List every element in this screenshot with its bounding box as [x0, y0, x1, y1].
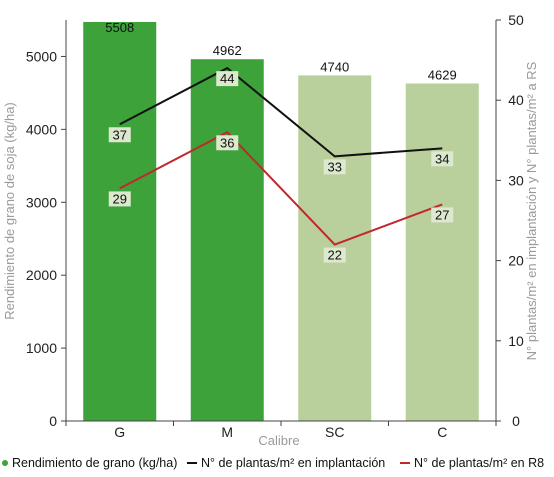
legend-label-yield: Rendimiento de grano (kg/ha) [12, 456, 178, 470]
point-label: 33 [323, 159, 346, 175]
point-label-text: 44 [220, 71, 234, 86]
bar-c [405, 83, 479, 421]
bar-value-label: 4740 [320, 59, 349, 74]
legend-dot-icon [2, 460, 8, 466]
y2-tick-label: 30 [508, 172, 524, 188]
bar-value-label: 4629 [428, 68, 457, 83]
labels-layer: 5508 4962 4740 4629 37 44 33 34 29 36 22 27 [105, 20, 457, 263]
legend: Rendimiento de grano (kg/ha) N° de plant… [0, 456, 554, 476]
x-tick-label: C [437, 424, 447, 440]
point-label-text: 22 [328, 248, 342, 263]
x-tick-label: G [114, 424, 125, 440]
y-tick-label: 2000 [26, 267, 57, 283]
point-label: 22 [323, 247, 346, 263]
legend-item-implantation: N° de plantas/m² en implantación [187, 456, 385, 470]
point-label-text: 36 [220, 135, 234, 150]
y-axis-label: Rendimiento de grano de soja (kg/ha) [2, 102, 17, 320]
point-label-bg [323, 159, 346, 175]
y2-tick-label: 50 [508, 12, 524, 28]
point-label: 34 [431, 151, 454, 167]
y-tick-label: 1000 [26, 340, 57, 356]
y-tick-label: 5000 [26, 48, 57, 64]
point-label-bg [431, 151, 454, 167]
y2-tick-label: 0 [512, 413, 520, 429]
point-label-text: 34 [435, 151, 449, 166]
legend-label-r8: N° de plantas/m² en R8 [414, 456, 545, 470]
y2-tick-label: 10 [508, 333, 524, 349]
point-label-bg [216, 71, 239, 87]
series-line-1 [119, 131, 443, 246]
x-tick-label: M [221, 424, 233, 440]
y2-axis-label: N° plantas/m² en implantación y N° plant… [524, 61, 539, 360]
bar-m [190, 59, 264, 421]
bar-value-label: 5508 [105, 20, 134, 35]
y2-tick-label: 20 [508, 253, 524, 269]
y-tick-label: 4000 [26, 121, 57, 137]
point-label-bg [216, 135, 239, 151]
point-label-bg [323, 247, 346, 263]
y-tick-label: 3000 [26, 194, 57, 210]
x-axis-label: Calibre [258, 433, 299, 448]
x-tick-label: SC [325, 424, 344, 440]
lines-layer [119, 66, 443, 246]
point-label-text: 29 [113, 191, 127, 206]
legend-label-implantation: N° de plantas/m² en implantación [201, 456, 386, 470]
bar-value-label: 4962 [213, 43, 242, 58]
y-tick-label: 0 [49, 413, 57, 429]
legend-item-r8: N° de plantas/m² en R8 [400, 456, 544, 470]
legend-line-icon [187, 462, 197, 464]
bars-layer [83, 22, 479, 421]
point-label-bg [108, 127, 131, 143]
bar-g [83, 22, 157, 421]
point-label: 29 [108, 191, 131, 207]
point-label-text: 27 [435, 207, 449, 222]
point-label-bg [431, 207, 454, 223]
point-label-text: 33 [328, 159, 342, 174]
point-label-text: 37 [113, 127, 127, 142]
legend-item-yield: Rendimiento de grano (kg/ha) [2, 456, 177, 470]
y2-tick-label: 40 [508, 92, 524, 108]
point-label: 44 [216, 71, 239, 87]
axes-layer: 0 1000 2000 3000 4000 5000 0 10 20 30 40 50 G M SC C [26, 12, 524, 440]
point-label-bg [108, 191, 131, 207]
legend-line-icon [400, 462, 410, 464]
point-label: 27 [431, 207, 454, 223]
series-line-0 [119, 66, 443, 158]
point-label: 37 [108, 127, 131, 143]
point-label: 36 [216, 135, 239, 151]
